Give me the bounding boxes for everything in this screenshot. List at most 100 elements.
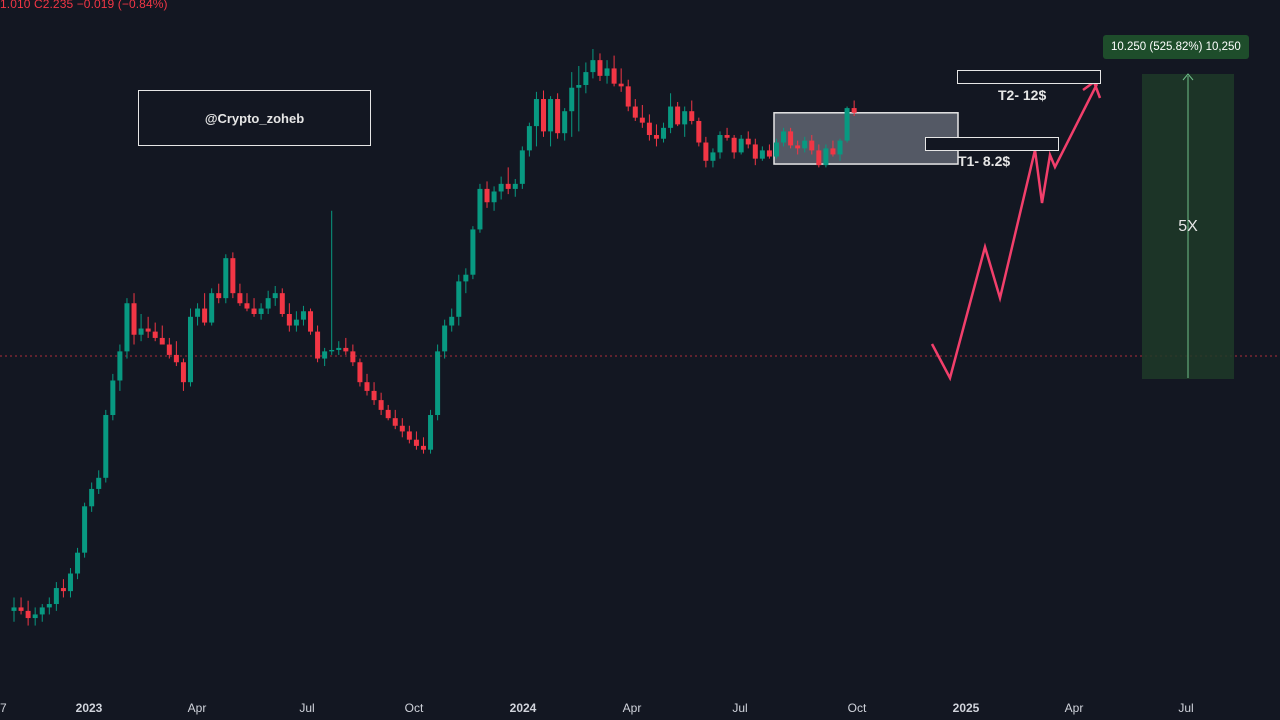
candle bbox=[96, 470, 102, 494]
candle-body bbox=[773, 142, 779, 157]
candle-body bbox=[837, 140, 843, 155]
candle bbox=[562, 108, 568, 141]
candle-body bbox=[830, 148, 836, 155]
candle-body bbox=[759, 150, 765, 159]
candle-body bbox=[18, 607, 24, 611]
candle bbox=[420, 437, 426, 454]
candle-body bbox=[562, 111, 568, 134]
candle bbox=[498, 176, 504, 200]
candle bbox=[484, 181, 490, 208]
candle bbox=[315, 325, 321, 363]
candle bbox=[491, 186, 497, 211]
candle-body bbox=[533, 99, 539, 127]
candle-body bbox=[152, 331, 158, 338]
candle bbox=[131, 293, 137, 345]
candle bbox=[32, 607, 38, 626]
candle-body bbox=[300, 311, 306, 320]
candle-body bbox=[428, 415, 434, 450]
candle bbox=[124, 298, 130, 359]
candle-body bbox=[463, 274, 469, 282]
candle bbox=[689, 100, 695, 125]
candle bbox=[279, 288, 285, 317]
candle bbox=[329, 210, 335, 355]
candle-body bbox=[519, 150, 525, 184]
candle-body bbox=[286, 314, 292, 326]
time-axis-label: Apr bbox=[1065, 701, 1084, 715]
candle-body bbox=[96, 477, 102, 489]
candle-body bbox=[590, 60, 596, 73]
candle-body bbox=[604, 68, 610, 76]
candle bbox=[773, 138, 779, 159]
candle-body bbox=[802, 140, 808, 149]
candle-body bbox=[145, 328, 151, 332]
candle bbox=[308, 308, 314, 335]
candle-body bbox=[371, 390, 377, 401]
candle-body bbox=[216, 293, 222, 299]
candle bbox=[639, 105, 645, 128]
candle bbox=[180, 358, 186, 391]
candle bbox=[576, 66, 582, 132]
time-axis-label: Jul bbox=[299, 701, 314, 715]
candle-body bbox=[406, 431, 412, 440]
candle bbox=[618, 68, 624, 92]
candle-body bbox=[738, 138, 744, 153]
candle bbox=[449, 308, 455, 332]
candle bbox=[378, 392, 384, 416]
candle-body bbox=[752, 144, 758, 159]
candle-body bbox=[110, 380, 116, 416]
time-axis-label: Apr bbox=[188, 701, 207, 715]
candle-body bbox=[117, 351, 123, 381]
candle-body bbox=[103, 415, 109, 478]
candle bbox=[435, 344, 441, 421]
candle bbox=[802, 136, 808, 153]
t2-target-label: T2- 12$ bbox=[998, 87, 1047, 103]
candle-body bbox=[823, 148, 829, 166]
author-watermark: @Crypto_zoheb bbox=[138, 90, 371, 146]
candle-body bbox=[456, 281, 462, 317]
candle bbox=[816, 144, 822, 168]
candle-body bbox=[131, 303, 137, 335]
time-axis-label: Apr bbox=[623, 701, 642, 715]
candle bbox=[569, 72, 575, 137]
candle-body bbox=[632, 106, 638, 118]
candle-body bbox=[583, 72, 589, 85]
candle bbox=[710, 148, 716, 168]
candle-body bbox=[816, 150, 822, 166]
candle-body bbox=[696, 120, 702, 143]
candle-body bbox=[67, 573, 73, 592]
candle-body bbox=[661, 127, 667, 139]
candle-body bbox=[75, 552, 81, 574]
candle-body bbox=[25, 610, 31, 619]
candle-body bbox=[173, 354, 179, 363]
candle bbox=[110, 373, 116, 421]
candle bbox=[781, 127, 787, 147]
candle-body bbox=[209, 293, 215, 323]
candle bbox=[258, 303, 264, 320]
candle bbox=[675, 101, 681, 127]
candle bbox=[11, 597, 17, 622]
candle bbox=[477, 183, 483, 233]
candle bbox=[590, 49, 596, 79]
candle-body bbox=[399, 425, 405, 432]
candle-body bbox=[646, 122, 652, 136]
candle bbox=[512, 178, 518, 197]
candle bbox=[548, 96, 554, 147]
candle bbox=[541, 90, 546, 137]
candle-body bbox=[53, 588, 59, 605]
candle bbox=[357, 358, 363, 387]
candle bbox=[322, 347, 328, 367]
candle-body bbox=[138, 328, 144, 335]
candle-body bbox=[89, 488, 95, 507]
candle bbox=[533, 91, 539, 147]
price-range-multiplier: 5X bbox=[1178, 218, 1198, 235]
candle-body bbox=[60, 588, 66, 592]
candle-body bbox=[491, 191, 497, 203]
candle-body bbox=[675, 106, 681, 125]
candle-body bbox=[166, 344, 172, 355]
candle-body bbox=[202, 308, 208, 323]
candle bbox=[625, 79, 631, 112]
candle-body bbox=[724, 135, 730, 138]
candle bbox=[117, 344, 123, 391]
candle-body bbox=[512, 183, 518, 189]
candle bbox=[223, 254, 229, 304]
